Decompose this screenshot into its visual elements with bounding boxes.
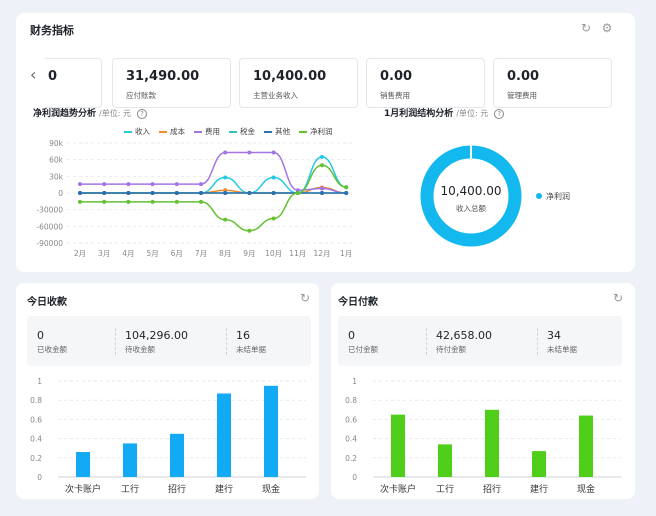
legend-item[interactable]: 净利润	[299, 126, 333, 137]
structure-title: 1月利润结构分析/单位: 元?	[384, 106, 505, 119]
stat-pending: 104,296.00 待收金额	[125, 329, 188, 355]
refresh-icon[interactable]: ↻	[612, 291, 624, 305]
legend-label: 收入	[135, 127, 150, 136]
legend-swatch	[159, 130, 167, 133]
stat-open-docs: 16 未结单据	[236, 329, 266, 355]
kpi-label: 销售费用	[380, 91, 410, 100]
finance-card: 财务指标 ↻ ⚙ ‹ 0 31,490.00 应付账款 10,400.00 主营…	[16, 13, 635, 272]
payments-card: 今日付款 ↻ 0 已付金额 42,658.00 待付金额 34 未结单据	[331, 283, 635, 499]
help-icon[interactable]: ?	[494, 108, 505, 119]
legend-item[interactable]: 其他	[264, 126, 290, 137]
stat-value: 42,658.00	[436, 329, 492, 342]
legend-item[interactable]: 收入	[124, 126, 150, 137]
stat-label: 待收金额	[125, 345, 155, 354]
legend-swatch	[194, 130, 202, 133]
prev-arrow-icon[interactable]: ‹	[30, 65, 37, 84]
kpi-card-sales-expense[interactable]: 0.00 销售费用	[366, 58, 485, 108]
donut-legend-label: 净利润	[546, 192, 570, 201]
divider	[537, 328, 538, 355]
kpi-label: 管理费用	[507, 91, 537, 100]
receipts-stats: 0 已收金额 104,296.00 待收金额 16 未结单据	[27, 316, 311, 366]
kpi-card-admin-expense[interactable]: 0.00 管理费用	[493, 58, 612, 108]
divider	[226, 328, 227, 355]
kpi-card-revenue[interactable]: 10,400.00 主营业务收入	[239, 58, 358, 108]
trend-title: 净利润趋势分析/单位: 元?	[33, 106, 147, 119]
stat-paid: 0 已付金额	[348, 329, 378, 355]
settings-icon[interactable]: ⚙	[601, 21, 613, 35]
stat-label: 已付金额	[348, 345, 378, 354]
refresh-icon[interactable]: ↻	[299, 291, 311, 305]
legend-label: 成本	[170, 127, 185, 136]
stat-value: 0	[37, 329, 44, 342]
legend-item[interactable]: 税金	[229, 126, 255, 137]
legend-swatch	[264, 130, 272, 133]
donut-label: 收入总额	[456, 204, 486, 213]
kpi-row: 0 31,490.00 应付账款 10,400.00 主营业务收入 0.00 销…	[45, 13, 625, 113]
structure-title-text: 1月利润结构分析	[384, 109, 454, 119]
finance-title: 财务指标	[30, 24, 74, 37]
receipts-card: 今日收款 ↻ 0 已收金额 104,296.00 待收金额 16 未结单据	[16, 283, 319, 499]
stat-value: 16	[236, 329, 250, 342]
legend-swatch	[124, 130, 132, 133]
legend-item[interactable]: 成本	[159, 126, 185, 137]
stat-label: 未结单据	[236, 345, 266, 354]
divider	[115, 328, 116, 355]
stat-value: 104,296.00	[125, 329, 188, 342]
payments-title: 今日付款	[338, 297, 378, 308]
legend-label: 税金	[240, 127, 255, 136]
kpi-value: 0.00	[380, 69, 413, 84]
legend-label: 净利润	[310, 127, 333, 136]
stat-label: 待付金额	[436, 345, 466, 354]
stat-to-pay: 42,658.00 待付金额	[436, 329, 492, 355]
stat-label: 未结单据	[547, 345, 577, 354]
trend-legend: 收入 成本 费用 税金 其他 净利润	[124, 126, 333, 137]
structure-unit: /单位: 元	[456, 109, 489, 118]
stat-value: 0	[348, 329, 355, 342]
donut-value: 10,400.00	[440, 184, 502, 198]
receipts-title: 今日收款	[27, 297, 67, 308]
kpi-value: 10,400.00	[253, 69, 327, 84]
stat-received: 0 已收金额	[37, 329, 67, 355]
legend-label: 其他	[275, 127, 290, 136]
legend-swatch	[299, 130, 307, 133]
trend-title-text: 净利润趋势分析	[33, 109, 97, 119]
legend-label: 费用	[205, 127, 220, 136]
kpi-card-payables[interactable]: 31,490.00 应付账款	[112, 58, 231, 108]
divider	[426, 328, 427, 355]
kpi-label: 主营业务收入	[253, 91, 298, 100]
kpi-label: 应付账款	[126, 91, 156, 100]
kpi-value: 31,490.00	[126, 69, 200, 84]
stat-label: 已收金额	[37, 345, 67, 354]
legend-swatch	[229, 130, 237, 133]
help-icon[interactable]: ?	[136, 108, 147, 119]
kpi-value: 0	[47, 69, 57, 84]
legend-item[interactable]: 费用	[194, 126, 220, 137]
trend-unit: /单位: 元	[99, 109, 131, 118]
payments-stats: 0 已付金额 42,658.00 待付金额 34 未结单据	[338, 316, 622, 366]
refresh-icon[interactable]: ↻	[580, 21, 592, 35]
kpi-card-partial[interactable]: 0	[45, 58, 102, 108]
kpi-value: 0.00	[507, 69, 540, 84]
stat-value: 34	[547, 329, 561, 342]
stat-open-docs: 34 未结单据	[547, 329, 577, 355]
